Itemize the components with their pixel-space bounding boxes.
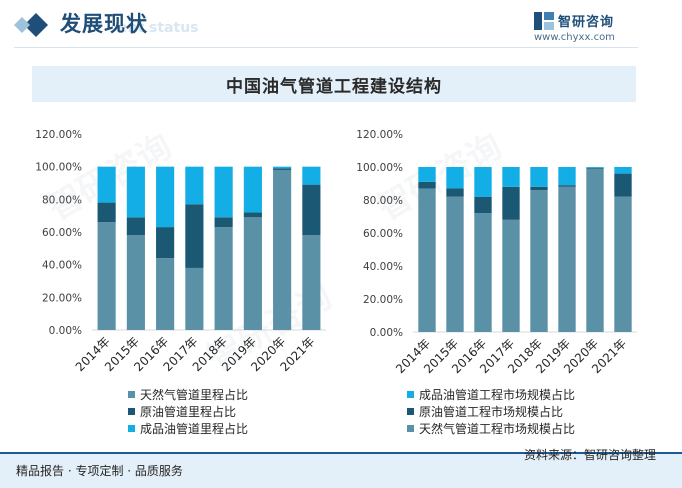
bar-segment	[126, 235, 145, 330]
bar-segment	[243, 166, 262, 213]
bar-segment	[126, 166, 145, 218]
y-tick-label: 20.00%	[363, 294, 403, 306]
bar-segment	[474, 213, 492, 332]
legend-label: 天然气管道工程市场规模占比	[419, 422, 576, 436]
legend-label: 成品油管道里程占比	[140, 422, 249, 436]
page-header: ent status 发展现状 智研咨询 www.chyxx.com	[0, 0, 682, 52]
page-footer: 精品报告 · 专项定制 · 品质服务	[0, 452, 682, 488]
brand-url: www.chyxx.com	[534, 32, 615, 43]
bar-segment	[214, 227, 233, 330]
legend-swatch	[128, 408, 135, 415]
bar-segment	[530, 167, 548, 187]
header-subtitle: ent status	[118, 20, 199, 36]
bar-segment	[97, 222, 116, 330]
bar-segment	[302, 166, 321, 185]
brand-name: 智研咨询	[558, 15, 615, 30]
bar-segment	[474, 196, 492, 214]
y-tick-label: 120.00%	[35, 129, 82, 141]
bar-segment	[185, 166, 204, 205]
bar-segment	[97, 202, 116, 223]
header-divider	[14, 47, 638, 48]
diamond-logo-icon	[14, 13, 48, 37]
bar-segment	[586, 167, 604, 169]
legend-swatch	[128, 391, 135, 398]
y-tick-label: 20.00%	[42, 292, 82, 304]
y-tick-label: 80.00%	[363, 195, 403, 207]
bar-segment	[302, 235, 321, 330]
legend-swatch	[407, 408, 414, 415]
bar-segment	[446, 167, 464, 189]
bar-segment	[273, 166, 292, 169]
brand-logo-icon	[534, 12, 554, 30]
bar-segment	[418, 167, 436, 182]
bar-segment	[530, 190, 548, 332]
bar-segment	[586, 167, 604, 168]
y-tick-label: 0.00%	[49, 325, 82, 337]
y-tick-label: 100.00%	[35, 162, 82, 174]
bar-segment	[446, 196, 464, 332]
bar-segment	[586, 168, 604, 332]
bar-segment	[530, 186, 548, 191]
y-tick-label: 40.00%	[363, 261, 403, 273]
y-tick-label: 60.00%	[42, 227, 82, 239]
bar-segment	[243, 217, 262, 330]
bar-segment	[156, 166, 175, 228]
y-tick-label: 80.00%	[42, 194, 82, 206]
bar-segment	[474, 167, 492, 197]
legend-label: 天然气管道里程占比	[140, 388, 249, 402]
bar-segment	[97, 166, 116, 203]
brand: 智研咨询 www.chyxx.com	[530, 10, 650, 46]
y-tick-label: 100.00%	[356, 162, 403, 174]
bar-segment	[614, 196, 632, 332]
legend-swatch	[407, 425, 414, 432]
bar-segment	[502, 167, 520, 187]
footer-source: 资料来源：智研咨询整理	[523, 448, 656, 462]
y-tick-label: 120.00%	[356, 129, 403, 141]
chart-title-band: 中国油气管道工程建设结构	[32, 66, 636, 102]
bar-segment	[502, 186, 520, 220]
bar-segment	[446, 188, 464, 197]
y-tick-label: 60.00%	[363, 228, 403, 240]
footer-divider	[0, 452, 682, 454]
bar-segment	[273, 168, 292, 170]
bar-segment	[243, 212, 262, 218]
legend-swatch	[128, 425, 135, 432]
bar-segment	[614, 167, 632, 174]
legend-label: 原油管道里程占比	[140, 405, 237, 419]
bar-segment	[558, 167, 576, 186]
bar-segment	[214, 166, 233, 218]
bar-segment	[185, 267, 204, 330]
bar-segment	[156, 258, 175, 330]
footer-tagline: 精品报告 · 专项定制 · 品质服务	[16, 464, 183, 478]
legend-label: 成品油管道工程市场规模占比	[419, 388, 576, 402]
bar-segment	[558, 185, 576, 187]
legend-swatch	[407, 391, 414, 398]
bar-segment	[302, 184, 321, 236]
bar-segment	[214, 217, 233, 228]
legend-label: 原油管道工程市场规模占比	[419, 405, 564, 419]
y-tick-label: 0.00%	[370, 327, 403, 339]
bar-segment	[126, 217, 145, 236]
bar-segment	[558, 186, 576, 332]
header-title: 发展现状	[60, 12, 148, 36]
bar-segment	[614, 173, 632, 197]
y-tick-label: 40.00%	[42, 260, 82, 272]
bar-segment	[156, 227, 175, 259]
bar-segment	[418, 181, 436, 189]
bar-segment	[502, 219, 520, 332]
bar-segment	[418, 188, 436, 332]
bar-segment	[185, 204, 204, 268]
chart-title: 中国油气管道工程建设结构	[226, 77, 442, 97]
bar-segment	[273, 169, 292, 330]
